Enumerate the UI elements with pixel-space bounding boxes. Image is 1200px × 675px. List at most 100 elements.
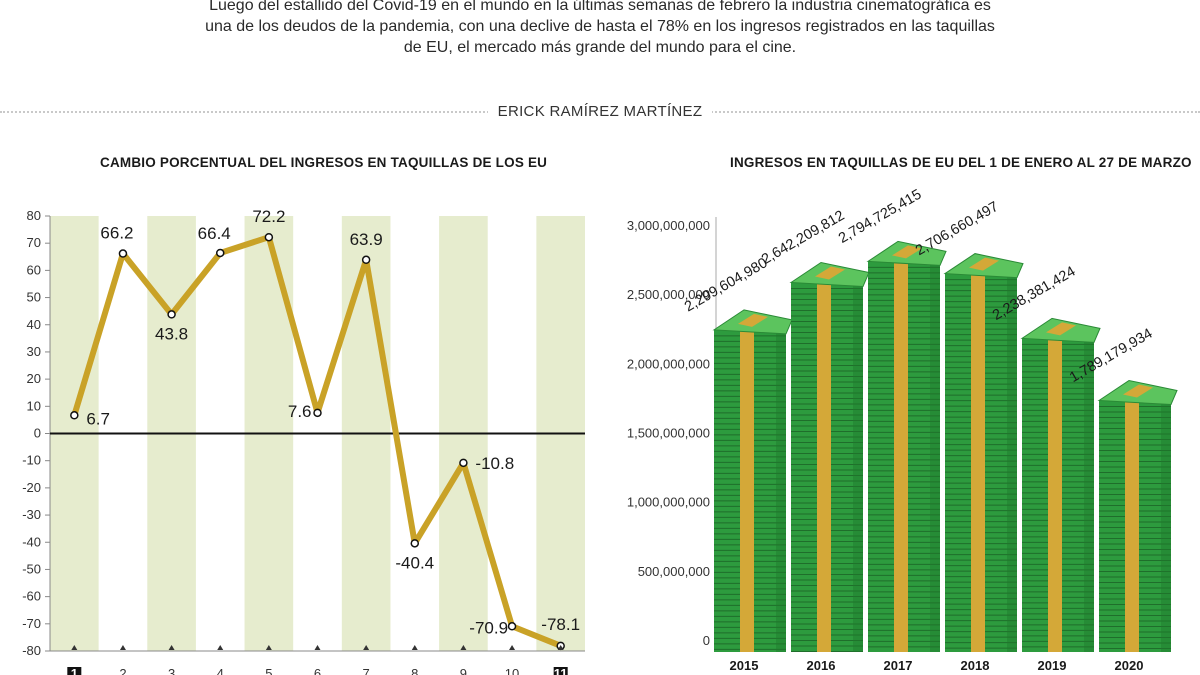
data-label: -40.4 [395,553,434,572]
bar-chart-title: INGRESOS EN TAQUILLAS DE EU DEL 1 DE ENE… [730,155,1192,170]
data-label: 63.9 [350,230,383,249]
data-label: 43.8 [155,324,188,343]
money-stack-shade [776,329,786,652]
money-band [971,273,985,652]
y-tick-label: -60 [22,589,41,604]
y-tick-label: 20 [27,371,41,386]
data-point [313,408,322,418]
money-band-top [892,245,922,259]
y-tick-label: -20 [22,480,41,495]
bar-y-tick-label: 1,000,000,000 [627,495,710,510]
intro-text: Luego del estallido del Covid-19 en el m… [205,0,995,56]
bar-x-label: 2016 [807,658,836,673]
data-point [264,232,274,242]
author-byline: ERICK RAMÍREZ MARTÍNEZ [0,103,1200,120]
data-point [167,310,176,319]
bar-y-tick-label: 2,000,000,000 [627,356,710,371]
data-label: 66.2 [100,224,133,243]
x-tick-mark [509,645,516,650]
x-tick-label: 3 [168,666,175,675]
money-stack-2017 [866,240,947,652]
x-tick-label: 7 [363,666,370,675]
data-label: -70.9 [469,618,508,637]
money-band-top [815,266,845,280]
data-point [215,248,225,258]
y-tick-label: -80 [22,643,41,658]
bar-value-label: 2,642,209,812 [759,208,847,268]
y-tick-label: 40 [27,317,41,332]
x-tick-label: 2 [119,666,126,675]
money-band [1048,338,1062,652]
x-tick-mark [557,645,564,650]
money-stack-2020 [1097,379,1178,652]
y-tick-label: -50 [22,561,41,576]
x-tick-mark [168,645,175,650]
data-label: 66.4 [198,224,231,243]
author-name: ERICK RAMÍREZ MARTÍNEZ [487,103,713,120]
x-tick-mark [71,645,78,650]
money-stack-shade [1007,273,1017,652]
line-chart-title: CAMBIO PORCENTUAL DEL INGRESOS EN TAQUIL… [100,155,548,170]
money-band [817,282,831,652]
money-band [740,329,754,652]
money-band-top [1123,384,1153,398]
y-tick-label: 50 [27,290,41,305]
x-tick-mark [363,645,370,650]
y-tick-label: -70 [22,616,41,631]
bar-y-tick-label: 2,500,000,000 [627,287,710,302]
y-tick-label: 70 [27,235,41,250]
x-tick-mark [119,645,126,650]
x-tick-mark [411,645,418,650]
line-chart: 80 70 60 50 40 30 20 10 0 -10 -20 -30 -40 -50 -60 -70 -8… [22,207,585,675]
data-point [507,622,517,631]
money-band [894,261,908,652]
data-point [361,255,371,265]
x-tick-mark [460,645,467,650]
y-tick-label: -30 [22,507,41,522]
money-stack-2015 [712,309,793,652]
y-tick-label: -40 [22,534,41,549]
x-tick-label: 6 [314,666,321,675]
data-point [70,411,79,420]
bar-y-tick-label: 3,000,000,000 [627,218,710,233]
data-point [459,458,468,468]
x-tick-label: 4 [217,666,224,675]
x-tick-box [67,667,82,675]
bar-y-tick-label: 1,500,000,000 [627,426,710,441]
bar-y-tick-label: 500,000,000 [638,564,710,579]
x-tick-label: 9 [460,666,467,675]
y-tick-label: 80 [27,208,41,223]
money-band [1125,400,1139,652]
bar-x-label: 2015 [730,658,759,673]
money-stack-shade [853,282,863,652]
money-band-top [1046,322,1076,336]
money-stack-2019 [1020,317,1101,652]
data-label: -78.1 [541,615,580,634]
bar-value-label: 2,299,604,980 [682,255,770,315]
x-tick-label: 5 [265,666,272,675]
bar-x-label: 2017 [884,658,913,673]
money-stack-2018 [943,253,1024,652]
y-tick-label: 10 [27,398,41,413]
y-tick-label: 60 [27,262,41,277]
money-stack-shade [1084,338,1094,652]
x-tick-mark [314,645,321,650]
money-band-top [738,313,768,327]
bar-value-label: 2,794,725,415 [836,187,924,247]
data-label: -10.8 [475,454,514,473]
bar-x-label: 2020 [1115,658,1144,673]
x-tick-mark [265,645,272,650]
x-tick-mark [217,645,224,650]
money-band-top [969,257,999,271]
money-stack-shade [1161,400,1171,652]
bar-chart: 3,000,000,000 2,500,000,000 2,000,000,000 1… [627,187,1178,673]
data-label: 7.6 [288,402,312,421]
y-tick-label: 0 [34,426,41,441]
bar-x-label: 2018 [961,658,990,673]
x-tick-box [553,667,568,675]
bar-value-label: 2,706,660,497 [913,199,1001,259]
x-tick-label: 8 [411,666,418,675]
data-label: 6.7 [86,409,110,428]
data-point [410,539,420,548]
